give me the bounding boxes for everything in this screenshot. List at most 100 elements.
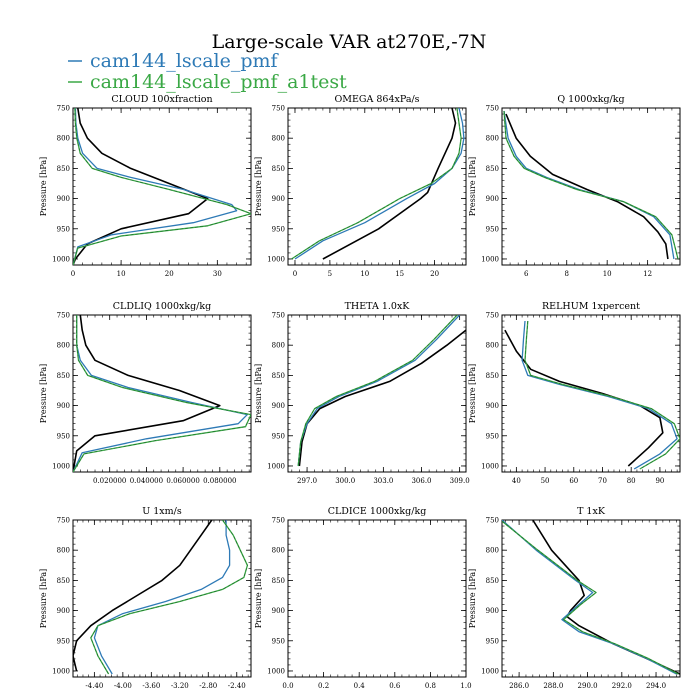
plot-frame xyxy=(287,314,467,473)
x-tick-label: 0.6 xyxy=(389,682,401,690)
x-tick-label: 50 xyxy=(541,477,550,485)
panel-title: Q 1000xkg/kg xyxy=(557,94,624,105)
y-tick-label: 950 xyxy=(57,225,70,233)
x-tick-label: 1.0 xyxy=(460,682,471,690)
series-line-reference xyxy=(532,520,680,675)
series-line-dash-overlay xyxy=(503,110,679,260)
y-tick-label: 900 xyxy=(486,195,499,203)
panel-5: THETA 1.0xK Pressure [hPa] 750 800 850 900 950… xyxy=(254,301,470,485)
panel-8: CLDICE 1000xkg/kg Pressure [hPa] 750 800 850… xyxy=(254,506,472,690)
x-tick-label: 300.0 xyxy=(335,477,355,485)
y-tick-label: 950 xyxy=(486,432,499,440)
x-tick-label: 0.4 xyxy=(354,682,366,690)
panel-title: OMEGA 864xPa/s xyxy=(334,94,419,105)
series-line-dash-overlay xyxy=(297,315,458,467)
x-tick-label: 15 xyxy=(395,270,404,278)
x-tick-label: 10 xyxy=(603,270,612,278)
y-tick-label: 950 xyxy=(272,432,285,440)
y-tick-label: 800 xyxy=(272,135,285,143)
y-tick-label: 800 xyxy=(486,135,499,143)
x-tick-label: -2.80 xyxy=(199,682,217,690)
legend-label-2: cam144_lscale_pmf_a1test xyxy=(90,71,347,93)
x-tick-label: 12 xyxy=(643,270,652,278)
y-tick-label: 850 xyxy=(272,372,285,380)
x-tick-label: -2.40 xyxy=(228,682,246,690)
x-tick-label: 0.2 xyxy=(318,682,329,690)
y-tick-label: 850 xyxy=(486,372,499,380)
y-tick-label: 850 xyxy=(57,577,70,585)
y-tick-label: 950 xyxy=(272,225,285,233)
y-tick-label: 950 xyxy=(486,637,499,645)
legend: cam144_lscale_pmf cam144_lscale_pmf_a1te… xyxy=(68,50,347,93)
y-tick-label: 1000 xyxy=(267,462,285,470)
y-tick-label: 850 xyxy=(486,577,499,585)
series-line-1 xyxy=(294,108,465,260)
series-line-reference xyxy=(504,329,664,467)
y-axis-label: Pressure [hPa] xyxy=(254,364,263,424)
y-axis-label: Pressure [hPa] xyxy=(468,569,477,629)
x-tick-label: 30 xyxy=(213,270,222,278)
y-axis-label: Pressure [hPa] xyxy=(468,157,477,217)
x-tick-label: 286.0 xyxy=(509,682,529,690)
series-line-dash-overlay xyxy=(73,315,251,472)
y-tick-label: 850 xyxy=(272,165,285,173)
series-line-dash-overlay xyxy=(524,320,680,470)
panel-9: T 1xK Pressure [hPa] 750 800 850 900 950 1000 28… xyxy=(468,506,681,690)
panel-3: Q 1000xkg/kg Pressure [hPa] 750 800 850 900 95… xyxy=(468,94,681,278)
y-tick-label: 950 xyxy=(57,432,70,440)
y-axis-label: Pressure [hPa] xyxy=(468,364,477,424)
x-tick-label: 288.0 xyxy=(543,682,563,690)
y-tick-label: 900 xyxy=(57,607,70,615)
series-line-2 xyxy=(73,108,251,265)
series-line-2 xyxy=(90,520,249,675)
plot-frame xyxy=(72,519,252,678)
y-axis-label: Pressure [hPa] xyxy=(254,157,263,217)
x-tick-label: 10 xyxy=(117,270,126,278)
y-tick-label: 900 xyxy=(272,607,285,615)
y-tick-label: 1000 xyxy=(52,462,70,470)
series-line-1 xyxy=(93,520,231,675)
plot-frame xyxy=(501,107,681,266)
x-tick-label: 0 xyxy=(293,270,297,278)
y-tick-label: 800 xyxy=(486,342,499,350)
y-tick-label: 1000 xyxy=(481,462,499,470)
series-line-1 xyxy=(503,110,675,260)
series-line-dash-overlay xyxy=(291,108,462,260)
series-line-dash-overlay xyxy=(502,520,679,675)
x-tick-label: 20 xyxy=(430,270,439,278)
x-tick-label: 306.0 xyxy=(411,477,431,485)
series-line-1 xyxy=(502,520,677,675)
series-line-1 xyxy=(73,315,248,472)
series-line-reference xyxy=(73,315,221,472)
x-tick-label: 309.0 xyxy=(450,477,470,485)
y-tick-label: 900 xyxy=(57,195,70,203)
y-tick-label: 900 xyxy=(272,195,285,203)
x-tick-label: 8 xyxy=(564,270,568,278)
plot-frame xyxy=(501,314,681,473)
y-tick-label: 850 xyxy=(57,372,70,380)
panel-title: CLOUD 100xfraction xyxy=(111,94,212,105)
x-tick-label: 20 xyxy=(165,270,174,278)
x-tick-label: 40 xyxy=(512,477,521,485)
series-line-reference xyxy=(505,113,669,260)
y-tick-label: 750 xyxy=(57,312,70,320)
x-tick-label: 80 xyxy=(627,477,636,485)
series-line-1 xyxy=(521,320,678,470)
series-line-reference xyxy=(73,520,213,672)
y-tick-label: 750 xyxy=(272,105,285,113)
panel-title: T 1xK xyxy=(577,506,606,517)
y-tick-label: 850 xyxy=(272,577,285,585)
x-tick-label: 292.0 xyxy=(612,682,632,690)
y-tick-label: 850 xyxy=(57,165,70,173)
figure-title: Large-scale VAR at270E,-7N xyxy=(212,31,487,53)
x-tick-label: 0.060000 xyxy=(166,477,199,485)
x-tick-label: 70 xyxy=(598,477,607,485)
y-tick-label: 1000 xyxy=(481,255,499,263)
panel-title: CLDICE 1000xkg/kg xyxy=(328,506,427,517)
x-tick-label: 90 xyxy=(655,477,664,485)
y-tick-label: 750 xyxy=(272,517,285,525)
y-tick-label: 900 xyxy=(486,607,499,615)
y-tick-label: 950 xyxy=(57,637,70,645)
